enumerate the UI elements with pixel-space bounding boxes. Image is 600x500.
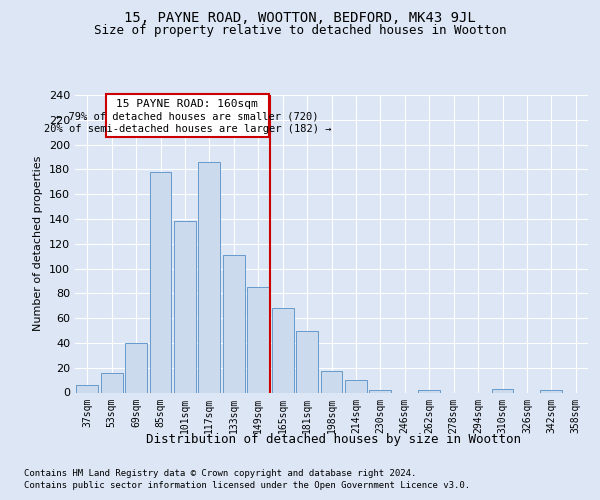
Bar [491, 389, 514, 392]
Text: ← 79% of detached houses are smaller (720): ← 79% of detached houses are smaller (72… [56, 111, 319, 121]
Bar [101, 372, 122, 392]
FancyBboxPatch shape [106, 94, 269, 137]
Bar [223, 255, 245, 392]
Bar [125, 343, 147, 392]
Bar [296, 330, 318, 392]
Bar [247, 287, 269, 393]
Bar [541, 390, 562, 392]
Bar [199, 162, 220, 392]
Y-axis label: Number of detached properties: Number of detached properties [34, 156, 43, 332]
Text: 15, PAYNE ROAD, WOOTTON, BEDFORD, MK43 9JL: 15, PAYNE ROAD, WOOTTON, BEDFORD, MK43 9… [124, 11, 476, 25]
Bar [76, 385, 98, 392]
Bar [149, 172, 172, 392]
Bar [320, 372, 343, 392]
Text: 20% of semi-detached houses are larger (182) →: 20% of semi-detached houses are larger (… [44, 124, 331, 134]
Text: Distribution of detached houses by size in Wootton: Distribution of detached houses by size … [146, 432, 521, 446]
Bar [370, 390, 391, 392]
Text: Size of property relative to detached houses in Wootton: Size of property relative to detached ho… [94, 24, 506, 37]
Bar [418, 390, 440, 392]
Text: 15 PAYNE ROAD: 160sqm: 15 PAYNE ROAD: 160sqm [116, 98, 258, 108]
Bar [345, 380, 367, 392]
Bar [174, 222, 196, 392]
Bar [272, 308, 293, 392]
Text: Contains public sector information licensed under the Open Government Licence v3: Contains public sector information licen… [24, 481, 470, 490]
Text: Contains HM Land Registry data © Crown copyright and database right 2024.: Contains HM Land Registry data © Crown c… [24, 469, 416, 478]
